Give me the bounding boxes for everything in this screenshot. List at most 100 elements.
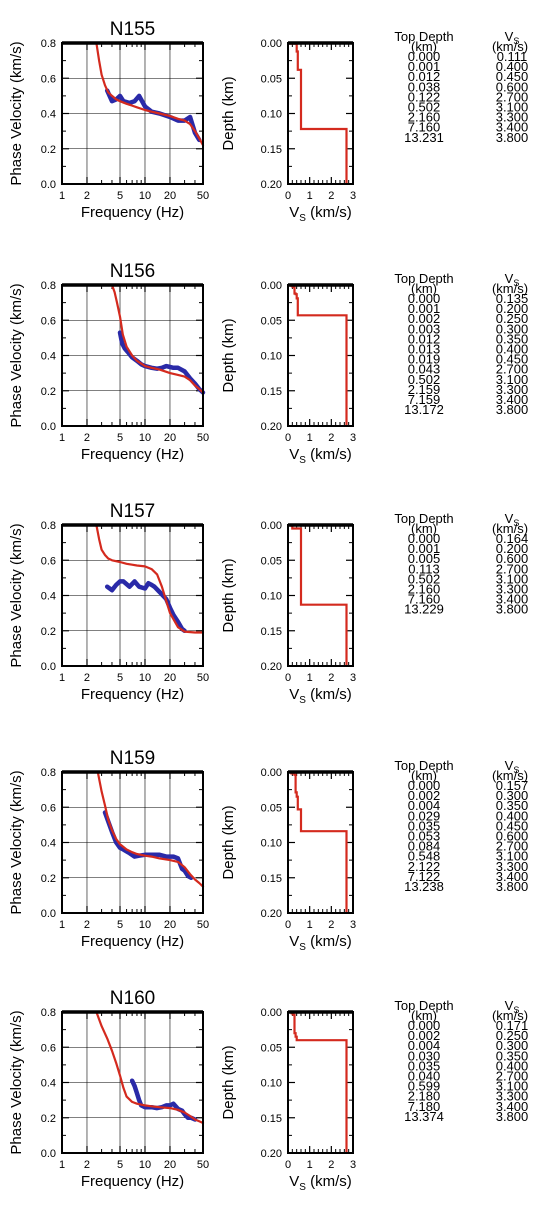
table-cell-depth: 0.013: [408, 342, 441, 357]
y-tick-label: 0.4: [41, 109, 56, 121]
x-tick-label: 1: [307, 1159, 313, 1171]
x-tick-label: 3: [350, 672, 356, 684]
table-cell-vs: 0.300: [496, 788, 529, 803]
profile-plot: 0 1 2 3 0.00 0.05 0.10 0.15 0.20 VS (km/s) Depth (…: [220, 1007, 356, 1193]
table-cell-vs: 3.100: [496, 372, 529, 387]
panel-title: N155: [110, 19, 155, 40]
table-cell-depth: 0.005: [408, 551, 441, 566]
table-cell-vs: 0.400: [496, 1058, 529, 1073]
table-cell-vs: 0.350: [496, 1048, 529, 1063]
y-tick-label: 0.00: [261, 767, 282, 779]
table-cell-vs: 2.700: [496, 89, 529, 104]
table-cell-vs: 0.450: [496, 818, 529, 833]
table-cell-vs: 0.350: [496, 798, 529, 813]
table-cell-depth: 0.000: [408, 1018, 441, 1033]
x-axis-label: Frequency (Hz): [81, 446, 184, 463]
table-cell-vs: 3.400: [496, 592, 529, 607]
x-tick-label: 2: [328, 432, 334, 444]
layer-table: Top Depth(km) VS(km/s) 0.000 0.164 0.001 0.20…: [394, 511, 528, 617]
table-cell-depth: 0.599: [408, 1079, 441, 1094]
dispersion-plot: 1 2 5 10 20 50 0.0 0.2 0.4 0.6 0.8 Frequency (Hz) Ph…: [8, 767, 209, 950]
table-cell-depth: 7.159: [408, 392, 441, 407]
x-tick-label: 20: [164, 190, 176, 202]
table-cell-vs: 0.450: [496, 69, 529, 84]
x-tick-label: 2: [328, 672, 334, 684]
table-cell-vs: 3.100: [496, 100, 529, 115]
table-cell-depth: 0.035: [408, 1058, 441, 1073]
layer-table: Top Depth(km) VS(km/s) 0.000 0.111 0.001 0.40…: [394, 29, 528, 145]
x-tick-label: 10: [139, 1159, 151, 1171]
y-axis-label: Phase Velocity (km/s): [8, 1010, 25, 1154]
modeled-dispersion-line: [96, 770, 205, 888]
vs-profile-line: [290, 772, 348, 913]
table-cell-depth: 0.001: [408, 541, 441, 556]
x-tick-label: 10: [139, 432, 151, 444]
table-cell-depth: 0.113: [408, 561, 440, 576]
x-axis-label: Frequency (Hz): [81, 686, 184, 703]
table-cell-depth: 0.002: [408, 788, 441, 803]
table-cell-vs: 0.400: [496, 808, 529, 823]
y-tick-label: 0.2: [41, 386, 56, 398]
table-cell-depth: 0.502: [408, 571, 441, 586]
table-cell-vs: 0.157: [496, 778, 529, 793]
x-axis-label: Frequency (Hz): [81, 1173, 184, 1190]
table-header-vs: VS: [505, 998, 520, 1015]
table-cell-depth: 0.502: [408, 100, 441, 115]
observed-dispersion-line: [102, 810, 194, 881]
y-tick-label: 0.10: [261, 591, 282, 603]
table-header-vs-unit: (km/s): [492, 768, 528, 783]
table-cell-vs: 0.400: [496, 59, 529, 74]
table-cell-depth: 0.030: [408, 1048, 441, 1063]
table-cell-vs: 3.400: [496, 120, 529, 135]
y-tick-label: 0.6: [41, 73, 56, 85]
x-tick-label: 50: [197, 1159, 209, 1171]
y-tick-label: 0.2: [41, 873, 56, 885]
y-tick-label: 0.20: [261, 908, 282, 920]
y-tick-label: 0.6: [41, 315, 56, 327]
table-cell-depth: 0.122: [408, 89, 441, 104]
y-tick-label: 0.6: [41, 802, 56, 814]
y-tick-label: 0.00: [261, 1007, 282, 1019]
table-header-vs-unit: (km/s): [492, 39, 528, 54]
x-tick-label: 0: [285, 672, 291, 684]
x-tick-label: 5: [117, 1159, 123, 1171]
table-cell-vs: 0.200: [496, 541, 529, 556]
y-tick-label: 0.10: [261, 351, 282, 363]
y-tick-label: 0.05: [261, 802, 282, 814]
table-cell-depth: 0.000: [408, 778, 441, 793]
table-cell-depth: 0.043: [408, 362, 441, 377]
y-tick-label: 0.0: [41, 908, 56, 920]
table-cell-depth: 13.229: [404, 602, 444, 617]
profile-x-axis-label: VS (km/s): [289, 1173, 352, 1193]
table-cell-vs: 0.164: [496, 531, 529, 546]
table-cell-vs: 3.800: [496, 879, 529, 894]
table-cell-depth: 2.160: [408, 110, 441, 125]
profile-plot: 0 1 2 3 0.00 0.05 0.10 0.15 0.20 VS (km/s) Depth (…: [220, 767, 356, 953]
x-tick-label: 20: [164, 919, 176, 931]
vs-profile-line: [290, 1012, 348, 1153]
table-cell-vs: 0.600: [496, 79, 529, 94]
table-header-vs: VS: [505, 29, 520, 46]
y-tick-label: 0.8: [41, 767, 56, 779]
table-header-depth-unit: (km): [411, 281, 437, 296]
table-cell-depth: 0.548: [408, 849, 441, 864]
y-tick-label: 0.10: [261, 838, 282, 850]
profile-y-axis-label: Depth (km): [220, 558, 237, 632]
table-header-vs: VS: [505, 758, 520, 775]
y-tick-label: 0.20: [261, 661, 282, 673]
y-tick-label: 0.0: [41, 179, 56, 191]
table-cell-vs: 3.300: [496, 382, 529, 397]
x-tick-label: 3: [350, 919, 356, 931]
table-cell-depth: 0.001: [408, 59, 441, 74]
table-cell-vs: 3.100: [496, 1079, 529, 1094]
table-cell-depth: 13.231: [404, 130, 444, 145]
x-tick-label: 1: [307, 672, 313, 684]
layer-table: Top Depth(km) VS(km/s) 0.000 0.171 0.002 0.25…: [394, 998, 528, 1124]
x-tick-label: 50: [197, 672, 209, 684]
table-cell-vs: 3.400: [496, 1099, 529, 1114]
y-tick-label: 0.0: [41, 661, 56, 673]
table-cell-vs: 0.135: [496, 291, 529, 306]
x-tick-label: 3: [350, 1159, 356, 1171]
y-tick-label: 0.15: [261, 1113, 282, 1125]
table-cell-depth: 0.038: [408, 79, 441, 94]
